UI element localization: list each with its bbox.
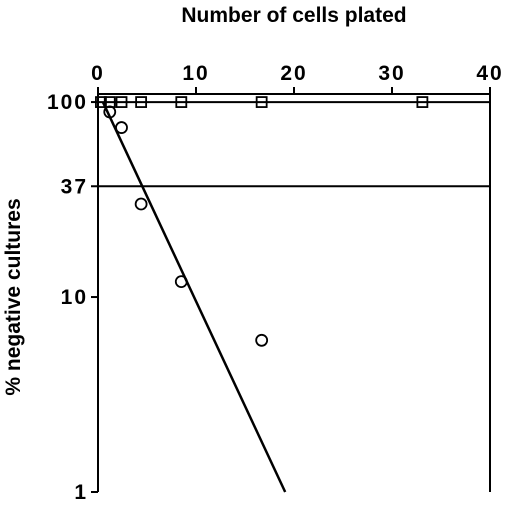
x-tick-label: 40: [476, 62, 503, 85]
circle-marker: [134, 197, 148, 211]
y-tick-label: 1: [74, 481, 88, 504]
x-tick-label: 20: [280, 62, 307, 85]
y-tick-label: 100: [47, 91, 88, 114]
square-marker: [255, 96, 268, 108]
x-axis-title: Number of cells plated: [181, 4, 406, 27]
y-tick-label: 37: [61, 175, 88, 198]
x-tick-label: 0: [91, 62, 105, 85]
circle-marker: [255, 333, 269, 347]
square-marker: [115, 96, 128, 108]
y-tick-label: 10: [61, 286, 88, 309]
x-tick-label: 30: [378, 62, 405, 85]
fit-line: [101, 101, 287, 493]
square-marker: [95, 96, 107, 108]
x-tick-label: 10: [182, 62, 209, 85]
square-marker: [416, 96, 429, 108]
square-marker: [135, 96, 148, 108]
y-axis-title: % negative cultures: [2, 198, 25, 395]
square-marker: [175, 96, 188, 108]
